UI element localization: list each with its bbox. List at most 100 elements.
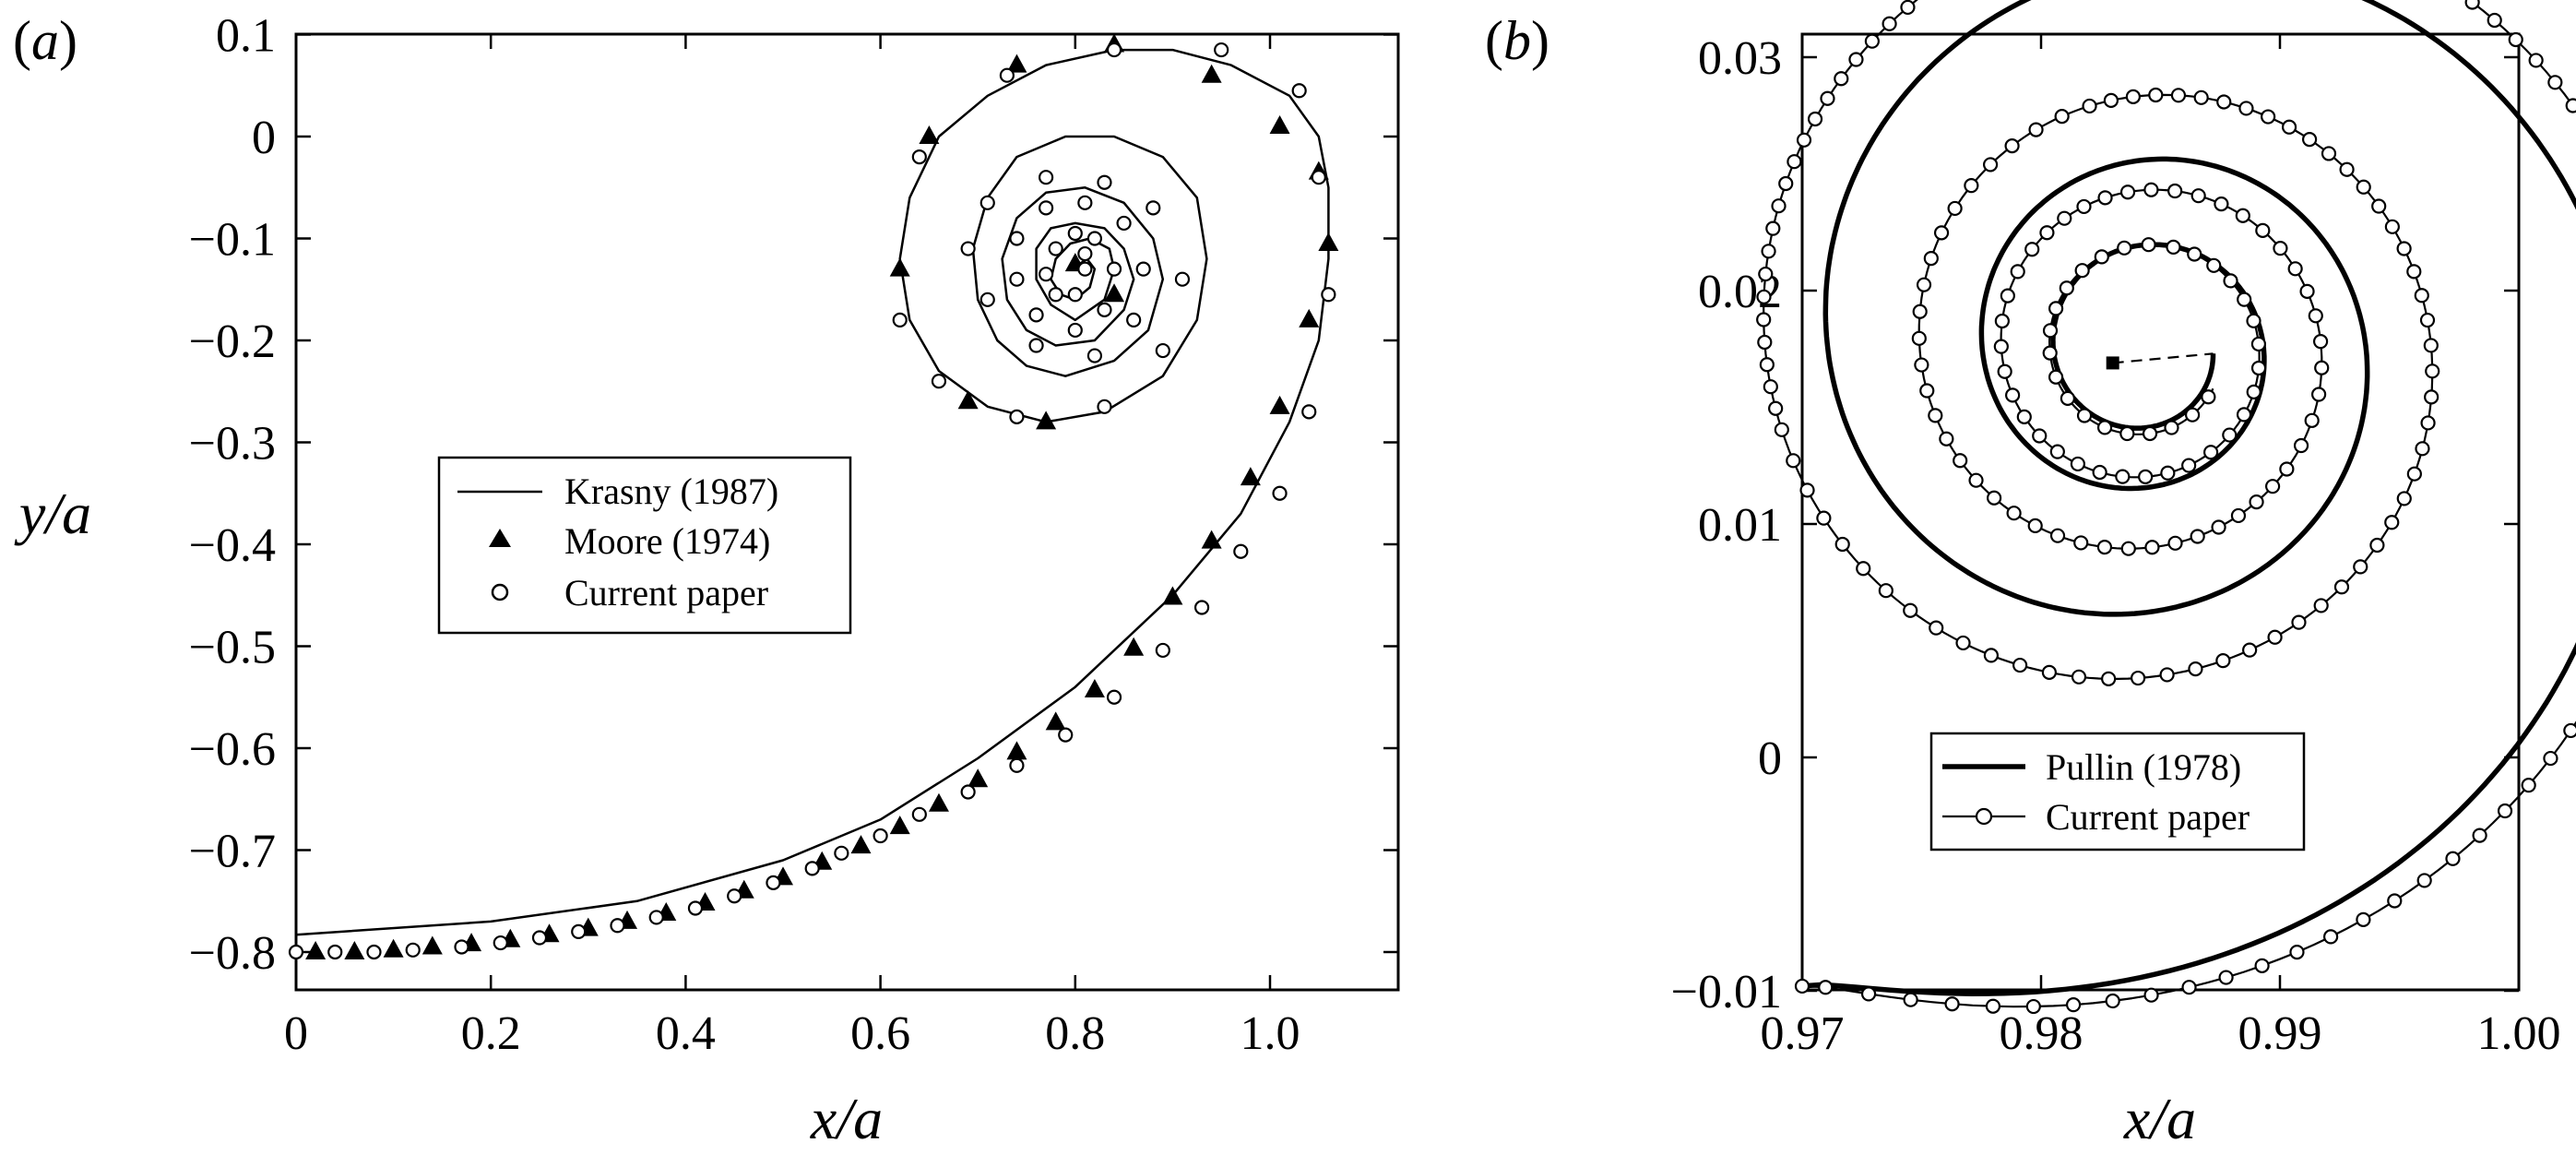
current-paper-point: [999, 67, 1015, 83]
current-paper-point: [1039, 200, 1054, 216]
current-paper-b-point: [1955, 635, 1971, 651]
current-paper-b-point: [2032, 428, 2048, 444]
current-paper-b-point: [1983, 648, 2000, 663]
series-krasny-line: [295, 48, 1330, 936]
moore-point: [1104, 283, 1125, 303]
current-paper-point: [1135, 261, 1151, 277]
current-paper-b-point: [1834, 71, 1849, 87]
current-paper-b-point: [2120, 541, 2136, 556]
current-paper-point: [727, 888, 742, 904]
current-paper-b-point: [2012, 657, 2028, 673]
current-paper-point: [931, 374, 947, 389]
panel-a-data: [288, 33, 1339, 960]
moore-point: [1201, 530, 1222, 549]
panel-b-x-axis-label: x/a: [2123, 1086, 2196, 1151]
current-paper-b-point: [1796, 132, 1812, 148]
current-paper-b-point: [2216, 94, 2232, 110]
current-paper-b-point: [2143, 182, 2159, 197]
panel-a-y-tick-label: −0.5: [189, 622, 276, 674]
current-paper-b-point: [2074, 263, 2090, 279]
moore-point: [1201, 64, 1222, 83]
current-paper-b-point: [2293, 437, 2309, 454]
current-paper-b-point: [1757, 334, 1773, 351]
current-paper-b-point: [2497, 803, 2513, 819]
current-paper-point: [1039, 170, 1054, 185]
panel-b-x-tick-label: 0.97: [1761, 1007, 1845, 1060]
current-paper-point: [1097, 399, 1112, 414]
current-paper-b-point: [2353, 559, 2368, 575]
current-paper-b-point: [1985, 998, 2001, 1014]
current-paper-b-point: [2193, 89, 2209, 105]
current-paper-b-point: [2464, 0, 2480, 10]
panel-a-y-tick-label: −0.8: [189, 927, 276, 980]
current-paper-b-point: [2255, 222, 2271, 238]
current-paper-b-point: [2356, 911, 2371, 927]
current-paper-b-point: [2311, 387, 2327, 402]
current-paper-point: [493, 935, 508, 951]
current-paper-b-point: [1786, 453, 1801, 469]
current-paper-point: [1028, 307, 1044, 323]
current-paper-b-point: [2159, 667, 2175, 683]
current-paper-b-point: [1914, 357, 1929, 373]
current-paper-point: [1067, 225, 1083, 242]
current-paper-b-point: [2141, 237, 2156, 253]
current-paper-b-point: [2273, 241, 2288, 256]
current-paper-b-point: [2339, 161, 2355, 177]
panel-b-frame: [1800, 32, 2521, 992]
moore-point: [1006, 741, 1027, 760]
current-paper-b-point: [2057, 210, 2072, 226]
current-paper-b-point: [2223, 273, 2238, 289]
current-paper-b-point: [2206, 257, 2222, 273]
current-paper-b-point: [2000, 288, 2015, 304]
current-paper-b-point: [2249, 494, 2264, 510]
current-paper-b-point: [2054, 109, 2070, 125]
panel-b-x-tick-label: 0.98: [2000, 1007, 2083, 1060]
panel-b-y-tick-label: 0.01: [1698, 499, 1782, 552]
current-paper-b-point: [2105, 993, 2120, 1009]
current-paper-b-point: [2115, 469, 2131, 484]
current-paper-point: [1106, 42, 1122, 58]
current-paper-b-point: [1787, 154, 1802, 170]
current-paper-b-point: [1903, 992, 1918, 1007]
current-paper-b-point: [2565, 98, 2576, 113]
current-paper-b-point: [2543, 750, 2558, 767]
current-paper-b-point: [1911, 330, 1927, 346]
current-paper-point: [1174, 271, 1191, 287]
current-paper-point: [1321, 287, 1336, 303]
moore-point: [305, 941, 326, 959]
panel-a-ticks: 0 0.2 0.4 0.6 0.8 1.0 0.1 0 −0.1 −0.2 −0.3 −0.4 −0.5…: [189, 10, 1398, 1060]
current-paper-b-point: [1856, 561, 1871, 577]
current-paper-b-point: [2048, 301, 2064, 316]
current-paper-b-point: [2203, 445, 2219, 460]
current-paper-b-point: [1774, 422, 1789, 437]
current-paper-b-point: [1818, 980, 1834, 995]
current-paper-b-point: [2472, 828, 2487, 843]
current-paper-b-point: [1983, 157, 1999, 173]
current-paper-b-point: [2039, 225, 2055, 241]
moore-point: [1318, 232, 1339, 252]
current-paper-point: [648, 910, 664, 925]
panel-b-legend-box: [1929, 732, 2306, 851]
current-paper-point: [979, 292, 995, 307]
current-paper-b-point: [1768, 400, 1784, 416]
current-paper-point: [1048, 241, 1063, 256]
current-paper-b-point: [2384, 515, 2400, 530]
moore-point: [1036, 411, 1057, 430]
current-paper-point: [1086, 231, 1103, 246]
current-paper-b-point: [2547, 75, 2563, 90]
current-paper-b-point: [2308, 308, 2323, 324]
current-paper-b-point: [1919, 383, 1935, 399]
current-paper-point: [1077, 261, 1093, 277]
current-paper-b-point: [2166, 239, 2181, 256]
legend-current-b-label: Current paper: [2046, 796, 2250, 838]
current-paper-point: [960, 241, 976, 256]
current-paper-b-point: [1756, 312, 1772, 327]
moore-point: [383, 938, 404, 958]
current-paper-b-point: [1939, 431, 1954, 447]
panel-a-x-tick-label: 1.0: [1241, 1007, 1300, 1060]
current-paper-b-point: [2230, 507, 2247, 524]
current-paper-point: [1193, 600, 1210, 615]
current-paper-point: [1028, 338, 1044, 353]
legend-current-b-circle: [1975, 807, 1993, 826]
current-paper-point: [1077, 245, 1093, 262]
